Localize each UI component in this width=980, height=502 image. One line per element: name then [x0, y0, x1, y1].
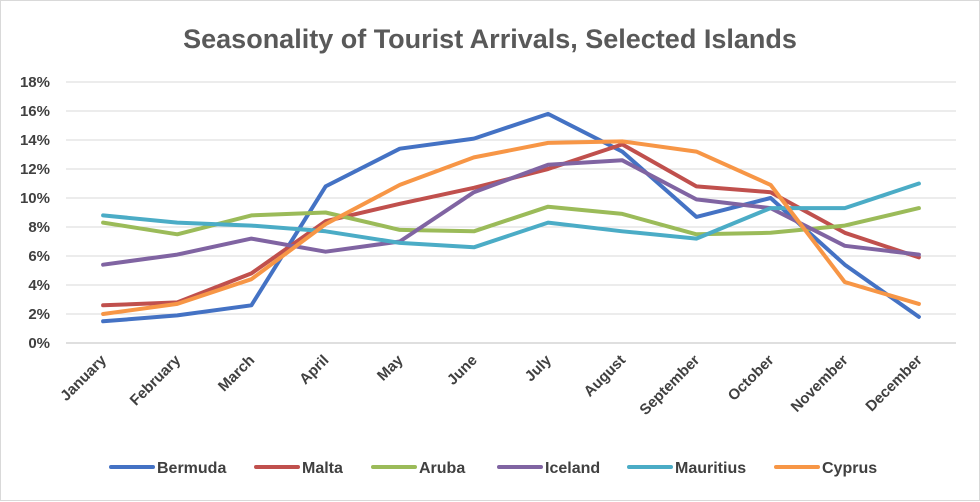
legend-label: Mauritius [675, 460, 746, 477]
series-line-iceland [101, 158, 921, 267]
x-tick-label: August [581, 352, 630, 401]
x-tick-label: November [788, 352, 852, 416]
legend-label: Cyprus [822, 460, 877, 477]
gridlines [66, 81, 956, 344]
x-tick-label: June [444, 352, 481, 389]
y-tick-label: 14% [20, 132, 50, 149]
legend-label: Aruba [419, 460, 465, 477]
legend: Bermuda Malta Aruba Iceland Mauritius Cyprus [109, 460, 877, 477]
x-tick-label: April [296, 352, 332, 388]
x-tick-label: March [215, 352, 258, 395]
y-tick-label: 18% [20, 74, 50, 91]
y-axis-tick-labels: 0% 2% 4% 6% 8% 10% 12% 14% 16% 18% [20, 74, 50, 352]
x-tick-label: January [57, 351, 110, 404]
y-tick-label: 6% [28, 248, 50, 265]
y-tick-label: 2% [28, 306, 50, 323]
chart-title: Seasonality of Tourist Arrivals, Selecte… [183, 24, 797, 54]
y-tick-label: 0% [28, 335, 50, 352]
x-axis-tick-labels: January February March April May June July Augu… [57, 351, 926, 418]
legend-label: Bermuda [157, 460, 226, 477]
legend-label: Malta [302, 460, 343, 477]
series-lines [101, 111, 921, 324]
x-tick-label: February [127, 351, 185, 409]
y-tick-label: 8% [28, 219, 50, 236]
y-tick-label: 16% [20, 103, 50, 120]
series-line-cyprus [101, 139, 921, 316]
x-tick-label: July [522, 351, 556, 385]
series-line-mauritius [101, 181, 921, 250]
y-tick-label: 10% [20, 190, 50, 207]
x-tick-label: December [862, 352, 925, 415]
y-tick-label: 12% [20, 161, 50, 178]
series-line-aruba [101, 204, 921, 237]
x-tick-label: October [725, 352, 778, 405]
x-tick-label: May [374, 351, 407, 384]
y-tick-label: 4% [28, 277, 50, 294]
legend-label: Iceland [545, 460, 600, 477]
x-tick-label: September [636, 352, 703, 419]
